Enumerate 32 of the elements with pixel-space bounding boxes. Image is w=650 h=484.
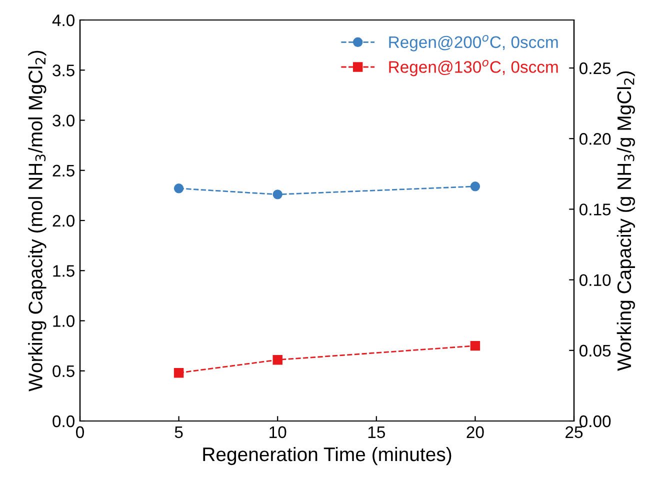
- x-tick-label: 5: [174, 426, 183, 438]
- legend-label: Regen@200$^{o}$C, 0sccm: [389, 35, 558, 52]
- y2-tick-label: 0.20: [580, 133, 611, 145]
- x-tick-label: 10: [270, 426, 286, 438]
- point: [470, 182, 480, 192]
- y2-axis-title: Working Capacity (g NH$_{3}$/g MgCl$_{2}$): [616, 71, 635, 371]
- y-tick-label: 2.5: [52, 164, 74, 177]
- y-tick-label: 1.5: [53, 265, 74, 277]
- point: [174, 184, 184, 194]
- y2-tick-label: 0.10: [580, 274, 611, 286]
- y-tick-label: 4.0: [52, 14, 74, 26]
- point: [272, 354, 282, 365]
- y2-tick-label: 0.00: [580, 415, 611, 428]
- y2-tick-label: 0.25: [580, 62, 611, 74]
- point: [470, 340, 480, 351]
- x-tick-label: 25: [566, 426, 583, 438]
- y-tick-label: 3.0: [52, 114, 74, 126]
- y2-tick-label: 0.05: [580, 344, 611, 357]
- y-tick-label: 2.0: [52, 214, 74, 227]
- y2-tick-label: 0.15: [580, 204, 611, 216]
- x-tick-label: 0: [76, 426, 84, 438]
- y-tick-label: 3.5: [52, 64, 74, 76]
- y-tick-label: 0.0: [52, 415, 74, 428]
- x-tick-label: 20: [466, 426, 484, 438]
- legend-label: Regen@130$^{o}$C, 0sccm: [389, 60, 558, 76]
- y-axis-title: Working Capacity (mol NH$_{3}$/mol MgCl$_{2}$): [28, 50, 46, 392]
- x-tick-label: 15: [368, 426, 385, 438]
- y-tick-label: 1.0: [53, 315, 74, 327]
- point: [272, 190, 282, 200]
- y-tick-label: 0.5: [52, 365, 74, 378]
- point: [174, 368, 184, 378]
- x-axis-title: Regeneration Time (minutes): [203, 446, 452, 466]
